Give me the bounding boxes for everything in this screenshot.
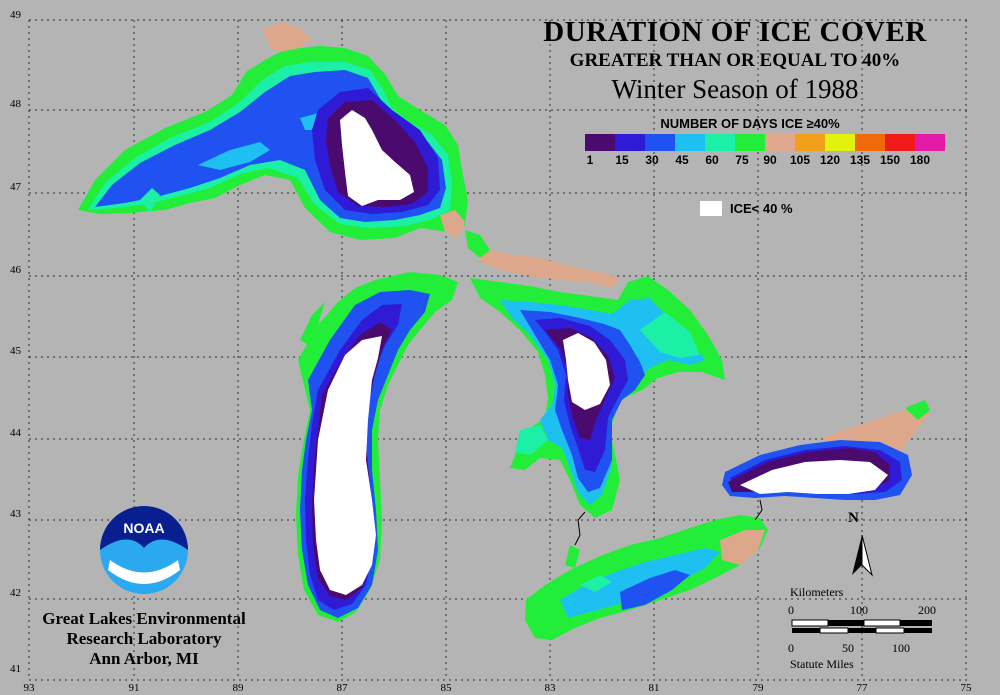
legend-label: 1 [586, 153, 594, 167]
legend-label: 45 [675, 153, 689, 167]
legend-label: 30 [645, 153, 659, 167]
legend-label: 135 [849, 153, 871, 167]
lon-label: 93 [24, 682, 36, 694]
map-title: DURATION OF ICE COVER [543, 16, 927, 48]
org-line: Ann Arbor, MI [89, 649, 199, 668]
north-label: N [848, 510, 859, 526]
legend-swatch [735, 134, 765, 151]
lat-label: 42 [10, 587, 21, 599]
lon-label: 87 [337, 682, 349, 694]
lake-ontario [722, 400, 930, 500]
lat-label: 46 [10, 264, 22, 276]
legend-title: NUMBER OF DAYS ICE ≥40% [660, 116, 840, 131]
lon-label: 89 [233, 682, 245, 694]
north-arrow-icon [852, 534, 873, 577]
legend-label: 75 [735, 153, 749, 167]
km-tick: 0 [788, 603, 794, 617]
lon-label: 85 [441, 682, 453, 694]
noaa-logo: NOAA [100, 506, 188, 594]
lon-label: 91 [129, 682, 140, 694]
detroit-river [574, 511, 586, 546]
mi-tick: 50 [842, 641, 854, 655]
legend-label: 180 [909, 153, 931, 167]
scale-bar [791, 619, 932, 634]
km-title: Kilometers [790, 585, 844, 599]
lat-label: 47 [10, 181, 22, 193]
legend-labels: 1 15 30 45 60 75 90 105 120 135 150 180 [574, 153, 944, 169]
legend-label: 120 [819, 153, 841, 167]
lat-label: 44 [10, 427, 22, 439]
organization-name: Great Lakes Environmental Research Labor… [14, 609, 274, 669]
legend-swatch [645, 134, 675, 151]
longitude-labels: 93 91 89 87 85 83 81 79 77 75 [24, 682, 973, 694]
legend-label: 15 [615, 153, 629, 167]
legend-label: 60 [705, 153, 719, 167]
noaa-logo-text: NOAA [123, 520, 164, 536]
legend-swatch [915, 134, 945, 151]
legend-swatch [855, 134, 885, 151]
ice-label: ICE< 40 % [730, 201, 793, 216]
lat-label: 43 [10, 508, 22, 520]
km-tick: 100 [850, 603, 868, 617]
lon-label: 83 [545, 682, 557, 694]
legend-swatch [675, 134, 705, 151]
north-channel-area [465, 230, 620, 288]
mi-tick: 100 [892, 641, 910, 655]
lon-label: 75 [961, 682, 973, 694]
legend-swatch [615, 134, 645, 151]
lat-label: 41 [10, 663, 21, 675]
lake-michigan [296, 272, 458, 622]
mi-title: Statute Miles [790, 657, 854, 671]
legend-swatches [585, 134, 945, 151]
km-tick: 200 [918, 603, 936, 617]
ice-swatch [700, 201, 722, 216]
legend-swatch [825, 134, 855, 151]
legend-swatch [795, 134, 825, 151]
map-subtitle: GREATER THAN OR EQUAL TO 40% [569, 50, 901, 71]
latitude-labels: 49 48 47 46 45 44 43 42 41 [10, 9, 22, 675]
legend-swatch [765, 134, 795, 151]
org-line: Research Laboratory [66, 629, 222, 648]
season-title: Winter Season of 1988 [611, 74, 859, 104]
legend-label: 150 [879, 153, 901, 167]
org-line: Great Lakes Environmental [42, 609, 246, 628]
legend-swatch [885, 134, 915, 151]
lat-label: 48 [10, 98, 22, 110]
mi-tick: 0 [788, 641, 794, 655]
ice-legend: ICE< 40 % [700, 201, 793, 216]
legend-label: 105 [789, 153, 811, 167]
lat-label: 49 [10, 9, 22, 21]
lat-label: 45 [10, 345, 22, 357]
lon-label: 79 [753, 682, 765, 694]
legend-label: 90 [763, 153, 777, 167]
niagara-river [754, 499, 763, 521]
legend-swatch [705, 134, 735, 151]
legend-swatch [585, 134, 615, 151]
lon-label: 77 [857, 682, 869, 694]
lake-superior [78, 22, 468, 240]
lake-erie [525, 515, 768, 640]
lake-huron [470, 276, 725, 568]
lon-label: 81 [649, 682, 660, 694]
